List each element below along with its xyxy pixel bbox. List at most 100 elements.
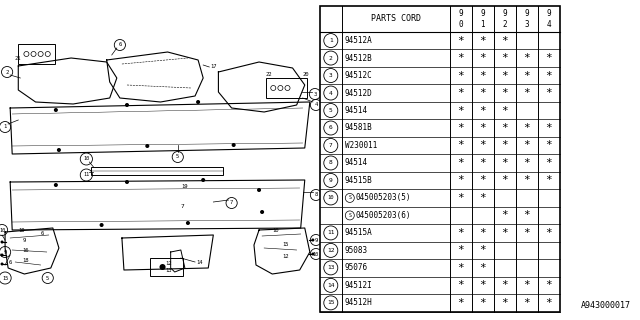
Text: 2: 2: [329, 56, 333, 60]
Text: 3: 3: [329, 73, 333, 78]
Text: 94512A: 94512A: [345, 36, 372, 45]
Text: *: *: [479, 70, 486, 81]
Text: S: S: [348, 196, 351, 200]
Text: *: *: [458, 280, 464, 290]
Text: *: *: [545, 140, 552, 150]
Text: *: *: [458, 123, 464, 133]
Text: *: *: [524, 298, 530, 308]
Text: 1: 1: [3, 124, 6, 130]
Text: *: *: [458, 193, 464, 203]
Text: 18: 18: [22, 258, 29, 263]
Text: *: *: [479, 280, 486, 290]
Text: *: *: [501, 88, 508, 98]
Text: *: *: [545, 158, 552, 168]
Text: *: *: [479, 88, 486, 98]
Text: *: *: [458, 175, 464, 186]
Text: *: *: [458, 140, 464, 150]
Circle shape: [100, 223, 104, 227]
Text: 16: 16: [22, 248, 29, 253]
Text: 8: 8: [329, 160, 333, 165]
Text: *: *: [501, 158, 508, 168]
Text: 15: 15: [282, 242, 289, 247]
Text: 21: 21: [14, 56, 20, 61]
Text: 13: 13: [166, 268, 172, 273]
Text: *: *: [458, 36, 464, 45]
Text: 12: 12: [327, 248, 335, 253]
Text: *: *: [458, 53, 464, 63]
Text: 10: 10: [328, 196, 334, 200]
Circle shape: [57, 148, 61, 152]
Text: 5: 5: [176, 155, 179, 159]
Text: *: *: [524, 70, 530, 81]
Text: 045005203(5): 045005203(5): [356, 193, 412, 203]
Text: 14: 14: [327, 283, 335, 288]
Text: 5: 5: [46, 276, 49, 281]
Text: 9
2: 9 2: [502, 9, 507, 28]
Text: PARTS CORD: PARTS CORD: [371, 14, 421, 23]
Text: S: S: [348, 213, 351, 218]
Text: A943000017: A943000017: [580, 301, 630, 310]
Bar: [266, 78, 307, 98]
Text: 94514: 94514: [345, 106, 368, 115]
Text: 8: 8: [314, 193, 317, 197]
Text: *: *: [524, 140, 530, 150]
Text: *: *: [524, 158, 530, 168]
Bar: [150, 258, 183, 276]
Circle shape: [125, 180, 129, 184]
Text: 12: 12: [282, 254, 289, 259]
Text: *: *: [479, 158, 486, 168]
Text: *: *: [501, 298, 508, 308]
Text: *: *: [501, 175, 508, 186]
Text: *: *: [479, 263, 486, 273]
Text: 5: 5: [329, 108, 333, 113]
Text: 9
0: 9 0: [458, 9, 463, 28]
Text: 19: 19: [181, 184, 188, 189]
Text: *: *: [545, 70, 552, 81]
Circle shape: [186, 221, 190, 225]
Text: 9: 9: [22, 238, 26, 243]
Text: *: *: [545, 88, 552, 98]
Text: 9: 9: [3, 250, 6, 254]
Text: *: *: [524, 228, 530, 238]
Text: 94581B: 94581B: [345, 124, 372, 132]
Text: *: *: [458, 263, 464, 273]
Text: 10: 10: [83, 156, 90, 162]
Text: *: *: [501, 36, 508, 45]
Text: *: *: [501, 106, 508, 116]
Text: *: *: [501, 140, 508, 150]
Text: 4: 4: [329, 91, 333, 96]
Text: *: *: [501, 280, 508, 290]
Circle shape: [312, 238, 314, 242]
Text: *: *: [501, 211, 508, 220]
Text: *: *: [479, 228, 486, 238]
Text: 94512D: 94512D: [345, 89, 372, 98]
Text: W230011: W230011: [345, 141, 377, 150]
Circle shape: [125, 103, 129, 107]
Text: *: *: [458, 298, 464, 308]
Circle shape: [54, 108, 58, 112]
Circle shape: [145, 144, 149, 148]
Text: *: *: [545, 280, 552, 290]
Text: 10: 10: [0, 228, 5, 233]
Text: *: *: [479, 106, 486, 116]
Text: 14: 14: [196, 260, 203, 265]
Text: 9: 9: [329, 178, 333, 183]
Text: *: *: [479, 53, 486, 63]
Text: *: *: [458, 228, 464, 238]
Text: *: *: [458, 106, 464, 116]
Text: 22: 22: [265, 72, 271, 77]
Text: *: *: [458, 88, 464, 98]
Circle shape: [196, 100, 200, 104]
Text: 95076: 95076: [345, 263, 368, 272]
Text: 94512I: 94512I: [345, 281, 372, 290]
Text: 9: 9: [314, 237, 317, 243]
Text: 94512H: 94512H: [345, 298, 372, 307]
Text: 1: 1: [329, 38, 333, 43]
Text: *: *: [524, 211, 530, 220]
Text: *: *: [501, 53, 508, 63]
Text: 13: 13: [327, 265, 335, 270]
Text: *: *: [501, 70, 508, 81]
Text: 94515A: 94515A: [345, 228, 372, 237]
Text: *: *: [501, 123, 508, 133]
Text: *: *: [479, 123, 486, 133]
